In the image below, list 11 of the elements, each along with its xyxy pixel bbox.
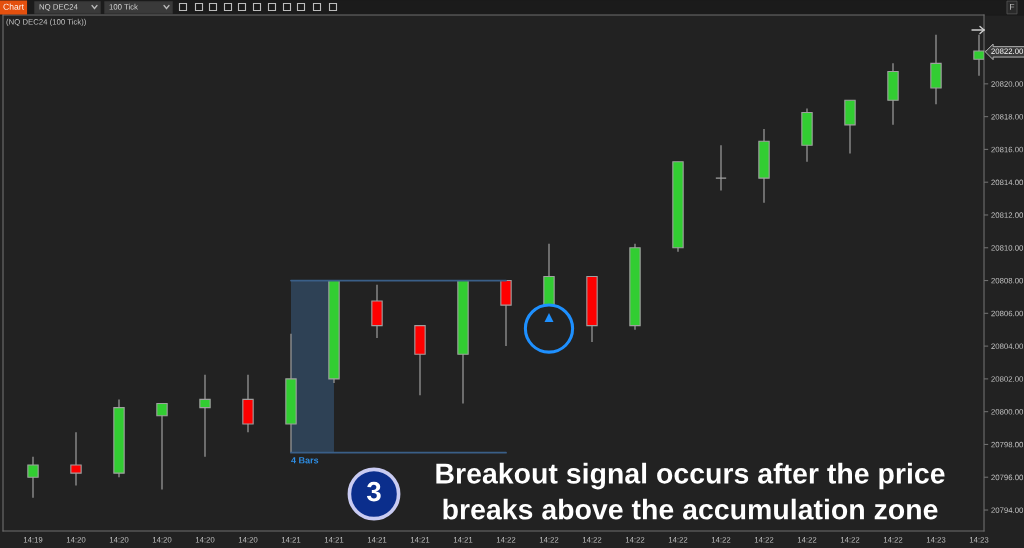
candlestick <box>70 431 82 487</box>
candlestick <box>199 374 211 458</box>
text: F <box>1010 3 1015 10</box>
candlestick <box>156 402 168 491</box>
candlestick <box>715 144 727 192</box>
annotation: 3 <box>366 481 381 502</box>
annotation: Breakout signal occurs after the price breaks above the accumulation zone <box>436 462 945 520</box>
text: Chart <box>3 3 24 10</box>
text: 4 Bars <box>291 457 319 464</box>
candlestick <box>27 456 39 499</box>
candlestick <box>973 33 984 77</box>
